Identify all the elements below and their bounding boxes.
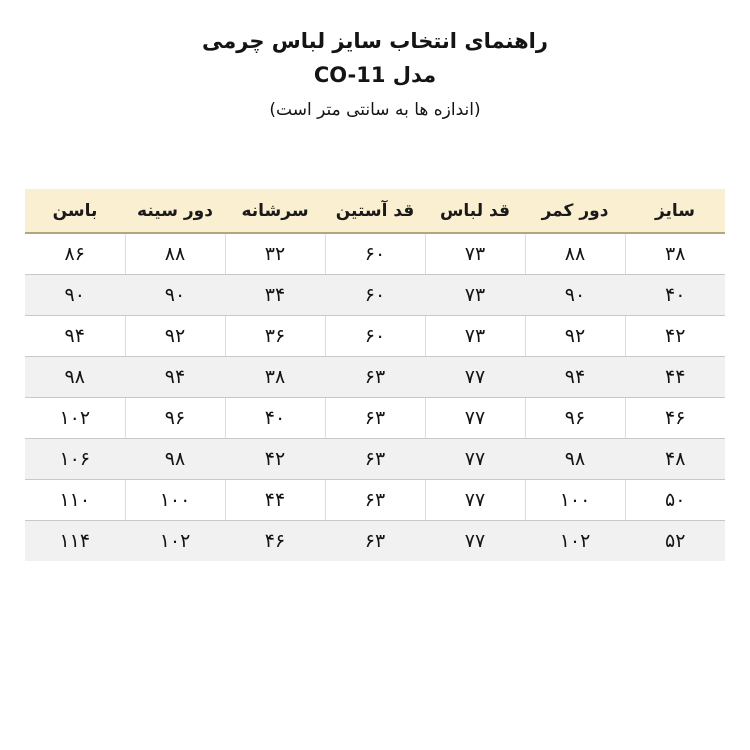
cell-shoulder: ۴۴	[224, 479, 325, 521]
cell-sleeve-length: ۶۰	[324, 274, 425, 316]
table-header-row: سایز دور کمر قد لباس قد آستین سرشانه دور…	[25, 189, 725, 234]
cell-garment-length: ۷۷	[424, 438, 525, 480]
cell-chest: ۹۴	[124, 356, 225, 398]
cell-hip: ۱۰۲	[25, 397, 125, 439]
cell-sleeve-length: ۶۰	[324, 315, 425, 357]
cell-hip: ۸۶	[25, 233, 125, 275]
table-row: ۴۸ ۹۸ ۷۷ ۶۳ ۴۲ ۹۸ ۱۰۶	[25, 438, 725, 480]
cell-hip: ۹۰	[25, 274, 125, 316]
cell-sleeve-length: ۶۰	[324, 233, 425, 275]
cell-shoulder: ۴۰	[224, 397, 325, 439]
cell-size: ۳۸	[624, 233, 725, 275]
column-header-size: سایز	[625, 189, 725, 234]
cell-garment-length: ۷۳	[424, 274, 525, 316]
cell-size: ۴۶	[624, 397, 725, 439]
cell-size: ۴۲	[624, 315, 725, 357]
cell-shoulder: ۳۶	[224, 315, 325, 357]
cell-garment-length: ۷۷	[424, 520, 525, 561]
cell-garment-length: ۷۷	[424, 479, 525, 521]
cell-size: ۵۰	[624, 479, 725, 521]
cell-waist: ۹۶	[524, 397, 625, 439]
table-row: ۴۰ ۹۰ ۷۳ ۶۰ ۳۴ ۹۰ ۹۰	[25, 274, 725, 316]
cell-waist: ۱۰۰	[524, 479, 625, 521]
cell-chest: ۱۰۲	[124, 520, 225, 561]
cell-chest: ۹۰	[124, 274, 225, 316]
cell-chest: ۱۰۰	[124, 479, 225, 521]
column-header-garment-length: قد لباس	[425, 189, 525, 234]
cell-garment-length: ۷۷	[424, 397, 525, 439]
cell-hip: ۱۱۰	[25, 479, 125, 521]
table-row: ۵۲ ۱۰۲ ۷۷ ۶۳ ۴۶ ۱۰۲ ۱۱۴	[25, 520, 725, 561]
cell-size: ۵۲	[624, 520, 725, 561]
cell-size: ۴۰	[624, 274, 725, 316]
column-header-sleeve-length: قد آستین	[325, 189, 425, 234]
cell-shoulder: ۴۲	[224, 438, 325, 480]
cell-sleeve-length: ۶۳	[324, 438, 425, 480]
cell-waist: ۹۴	[524, 356, 625, 398]
cell-garment-length: ۷۷	[424, 356, 525, 398]
column-header-hip: باسن	[25, 189, 125, 234]
table-row: ۴۶ ۹۶ ۷۷ ۶۳ ۴۰ ۹۶ ۱۰۲	[25, 397, 725, 439]
cell-sleeve-length: ۶۳	[324, 479, 425, 521]
cell-chest: ۸۸	[124, 233, 225, 275]
table-row: ۵۰ ۱۰۰ ۷۷ ۶۳ ۴۴ ۱۰۰ ۱۱۰	[25, 479, 725, 521]
cell-hip: ۱۰۶	[25, 438, 125, 480]
table-row: ۴۴ ۹۴ ۷۷ ۶۳ ۳۸ ۹۴ ۹۸	[25, 356, 725, 398]
cell-waist: ۱۰۲	[524, 520, 625, 561]
cell-chest: ۹۶	[124, 397, 225, 439]
page-title: راهنمای انتخاب سایز لباس چرمی	[202, 29, 548, 53]
cell-size: ۴۸	[624, 438, 725, 480]
column-header-chest: دور سینه	[125, 189, 225, 234]
cell-chest: ۹۲	[124, 315, 225, 357]
cell-hip: ۹۴	[25, 315, 125, 357]
cell-sleeve-length: ۶۳	[324, 356, 425, 398]
cell-sleeve-length: ۶۳	[324, 520, 425, 561]
cell-shoulder: ۳۲	[224, 233, 325, 275]
cell-garment-length: ۷۳	[424, 315, 525, 357]
column-header-waist: دور کمر	[525, 189, 625, 234]
cell-waist: ۹۸	[524, 438, 625, 480]
cell-hip: ۹۸	[25, 356, 125, 398]
size-table-container: سایز دور کمر قد لباس قد آستین سرشانه دور…	[25, 189, 725, 561]
model-subtitle: مدل CO-11	[313, 62, 437, 87]
cell-waist: ۹۲	[524, 315, 625, 357]
cell-chest: ۹۸	[124, 438, 225, 480]
cell-shoulder: ۳۴	[224, 274, 325, 316]
cell-shoulder: ۴۶	[224, 520, 325, 561]
table-row: ۳۸ ۸۸ ۷۳ ۶۰ ۳۲ ۸۸ ۸۶	[25, 233, 725, 275]
cell-waist: ۹۰	[524, 274, 625, 316]
cell-shoulder: ۳۸	[224, 356, 325, 398]
column-header-shoulder: سرشانه	[225, 189, 325, 234]
table-body: ۳۸ ۸۸ ۷۳ ۶۰ ۳۲ ۸۸ ۸۶ ۴۰ ۹۰ ۷۳ ۶۰ ۳۴ ۹۰ ۹…	[25, 233, 725, 561]
cell-sleeve-length: ۶۳	[324, 397, 425, 439]
cell-garment-length: ۷۳	[424, 233, 525, 275]
cell-size: ۴۴	[624, 356, 725, 398]
cell-waist: ۸۸	[524, 233, 625, 275]
table-row: ۴۲ ۹۲ ۷۳ ۶۰ ۳۶ ۹۲ ۹۴	[25, 315, 725, 357]
size-table: سایز دور کمر قد لباس قد آستین سرشانه دور…	[25, 189, 725, 561]
units-note: (اندازه ها به سانتی متر است)	[269, 100, 481, 120]
title-block: راهنمای انتخاب سایز لباس چرمی مدل CO-11 …	[0, 0, 750, 124]
cell-hip: ۱۱۴	[25, 520, 125, 561]
table-header: سایز دور کمر قد لباس قد آستین سرشانه دور…	[25, 189, 725, 234]
